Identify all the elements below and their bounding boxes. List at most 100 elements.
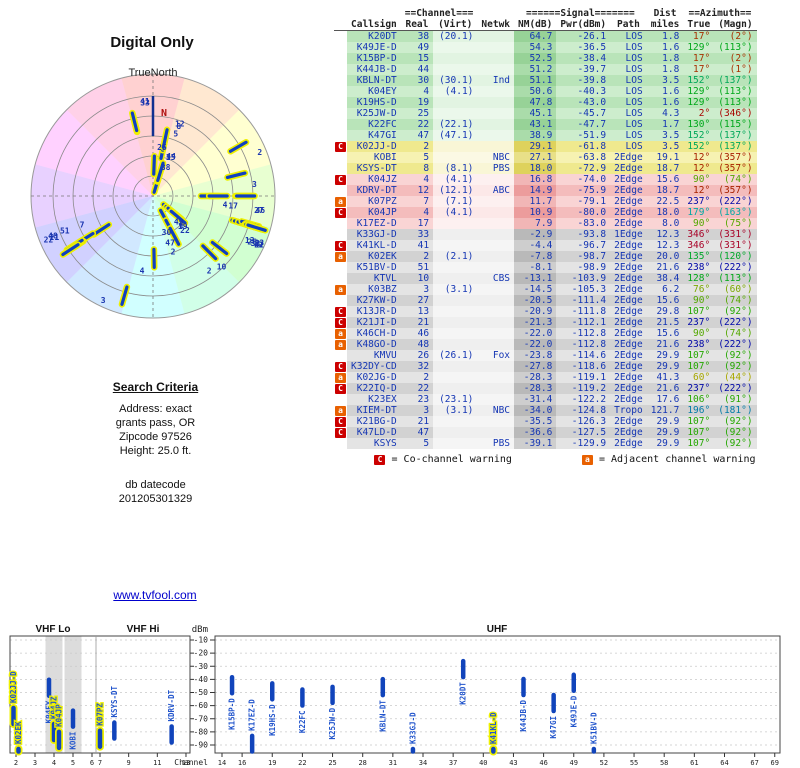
table-header-groups: ==Channel=== ======Signal======= Dist ==… (334, 8, 757, 19)
cell-pwr-dbm: -126.3 (556, 416, 611, 427)
cell-network (477, 251, 515, 262)
table-row: a KIEM-DT 3 (3.1) NBC -34.0 -124.8 Tropo 121.7 19… (334, 405, 757, 416)
tvfool-link[interactable]: www.tvfool.com (113, 588, 197, 602)
cell-pwr-dbm: -111.4 (556, 295, 611, 306)
cell-callsign: K49JE-D (347, 42, 401, 53)
cell-virtual-channel (433, 306, 478, 317)
y-tick-label: -40 (194, 675, 209, 684)
cell-azimuth-true: 107° (683, 438, 715, 449)
cell-network (477, 119, 515, 130)
signal-bar-group: K33GJ-D (408, 712, 417, 754)
station-channel-label: 49 (174, 218, 184, 227)
cell-network (477, 339, 515, 350)
x-tick-label: 4 (52, 759, 56, 767)
cell-nm-db: -36.6 (514, 427, 557, 438)
cell-path: LOS (610, 53, 647, 64)
cell-real-channel: 21 (400, 416, 434, 427)
cell-virtual-channel: (12.1) (433, 185, 478, 196)
cell-nm-db: -31.4 (514, 394, 557, 405)
station-channel-label: 27 (254, 206, 264, 215)
cell-azimuth-magn: (113°) (714, 42, 757, 53)
cell-dist-miles: 21.5 (646, 317, 684, 328)
cell-pwr-dbm: -112.8 (556, 339, 611, 350)
cell-virtual-channel (433, 328, 478, 339)
cell-network: ABC (477, 185, 515, 196)
table-row: K25JW-D 25 45.1 -45.7 LOS 4.3 2° (346°) (334, 108, 757, 119)
compass-wheel-sector (153, 109, 271, 196)
cell-virtual-channel (433, 438, 478, 449)
x-tick-label: 16 (238, 759, 246, 767)
cell-azimuth-true: 17° (683, 30, 715, 42)
cell-azimuth-true: 90° (683, 218, 715, 229)
radar-fg: N384915443041925224725841274173341251103… (44, 96, 269, 308)
cell-real-channel: 26 (400, 350, 434, 361)
cell-dist-miles: 22.5 (646, 196, 684, 207)
signal-bar-label: KDRV-DT (167, 689, 176, 721)
cell-callsign: K47LD-D (347, 427, 401, 438)
table-row: K23EX 23 (23.1) -31.4 -122.2 2Edge 17.6 106° (91… (334, 394, 757, 405)
cell-nm-db: 16.8 (514, 174, 557, 185)
cell-virtual-channel (433, 218, 478, 229)
warning-badge: C (335, 142, 346, 152)
cell-nm-db: -28.3 (514, 383, 557, 394)
cell-path: 2Edge (610, 218, 647, 229)
cell-azimuth-true: 2° (683, 108, 715, 119)
cell-azimuth-true: 17° (683, 64, 715, 75)
station-spoke (61, 243, 80, 257)
cell-callsign: K21JI-D (347, 317, 401, 328)
cell-nm-db: -22.0 (514, 339, 557, 350)
cell-virtual-channel (433, 372, 478, 383)
cell-real-channel: 19 (400, 97, 434, 108)
cell-azimuth-magn: (357°) (714, 185, 757, 196)
cell-nm-db: -2.9 (514, 229, 557, 240)
cell-callsign: K17EZ-D (347, 218, 401, 229)
table-row: a K48GO-D 48 -22.0 -112.8 2Edge 21.6 238° (222°) (334, 339, 757, 350)
cell-nm-db: -20.5 (514, 295, 557, 306)
table-row: K20DT 38 (20.1) 64.7 -26.1 LOS 1.8 17° (2°) (334, 30, 757, 42)
cell-nm-db: 38.9 (514, 130, 557, 141)
cell-virtual-channel: (8.1) (433, 163, 478, 174)
cell-real-channel: 2 (400, 251, 434, 262)
cell-azimuth-magn: (92°) (714, 427, 757, 438)
y-tick-label: -60 (194, 701, 209, 710)
table-row: C K22IQ-D 22 -28.3 -119.2 2Edge 21.6 237° (222°) (334, 383, 757, 394)
lower-chart-fg: K20DT K49JE-D K15BP-D K44JB-D KBLN-DT K04EY K1… (8, 658, 598, 756)
col-real: Real (400, 19, 434, 31)
cell-nm-db: 54.3 (514, 42, 557, 53)
cell-pwr-dbm: -124.8 (556, 405, 611, 416)
signal-bar-group: K17EZ-D (248, 699, 257, 754)
cell-network (477, 30, 515, 42)
x-tick-label: 34 (419, 759, 427, 767)
table-row: a K46CH-D 46 -22.0 -112.8 2Edge 15.6 90° (74°) (334, 328, 757, 339)
station-channel-label: 33 (140, 98, 150, 107)
cell-network (477, 328, 515, 339)
cell-path: 2Edge (610, 262, 647, 273)
cell-dist-miles: 1.8 (646, 53, 684, 64)
cell-callsign: K51BV-D (347, 262, 401, 273)
cell-nm-db: 51.2 (514, 64, 557, 75)
cell-callsign: K48GO-D (347, 339, 401, 350)
station-channel-label: 25 (157, 143, 167, 152)
x-tick-label: 6 (90, 759, 94, 767)
cell-nm-db: -35.5 (514, 416, 557, 427)
signal-bar-label: K02JJ-D (9, 671, 18, 703)
cell-pwr-dbm: -63.8 (556, 152, 611, 163)
cell-network (477, 108, 515, 119)
cell-network (477, 196, 515, 207)
cell-real-channel: 13 (400, 306, 434, 317)
compass-wheel-sector (35, 109, 153, 196)
cell-virtual-channel: (4.1) (433, 86, 478, 97)
cell-dist-miles: 18.0 (646, 207, 684, 218)
station-channel-label: 2 (207, 266, 212, 275)
warning-badge: a (335, 285, 346, 295)
table-row: K51BV-D 51 -8.1 -98.9 2Edge 21.6 238° (222°) (334, 262, 757, 273)
station-channel-label: 23 (254, 239, 264, 248)
cell-dist-miles: 29.9 (646, 427, 684, 438)
cell-real-channel: 12 (400, 185, 434, 196)
band-label-vhf-lo: VHF Lo (36, 624, 71, 635)
cell-nm-db: -20.9 (514, 306, 557, 317)
cell-azimuth-magn: (113°) (714, 86, 757, 97)
x-tick-label: 7 (98, 759, 102, 767)
station-channel-label: 38 (161, 163, 171, 172)
station-channel-label: 47 (254, 241, 264, 250)
